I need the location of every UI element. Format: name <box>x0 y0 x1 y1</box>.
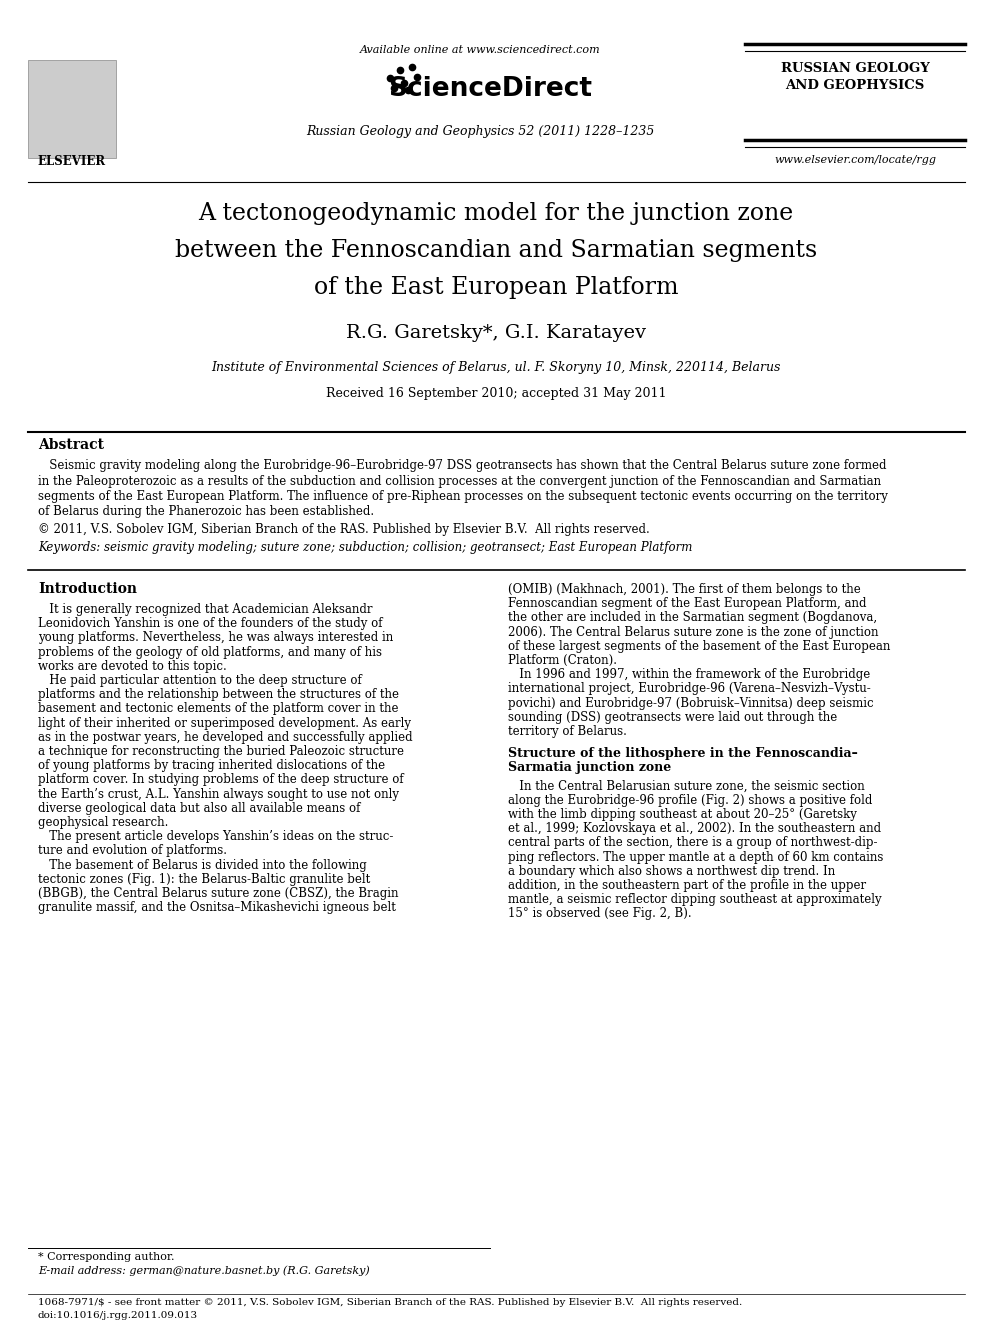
Text: RUSSIAN GEOLOGY: RUSSIAN GEOLOGY <box>781 62 930 75</box>
Text: tectonic zones (Fig. 1): the Belarus-Baltic granulite belt: tectonic zones (Fig. 1): the Belarus-Bal… <box>38 873 370 886</box>
Text: Available online at www.sciencedirect.com: Available online at www.sciencedirect.co… <box>360 45 600 56</box>
Text: Institute of Environmental Sciences of Belarus, ul. F. Skoryny 10, Minsk, 220114: Institute of Environmental Sciences of B… <box>211 361 781 374</box>
Text: basement and tectonic elements of the platform cover in the: basement and tectonic elements of the pl… <box>38 703 399 716</box>
Text: Russian Geology and Geophysics 52 (2011) 1228–1235: Russian Geology and Geophysics 52 (2011)… <box>306 124 654 138</box>
Text: of Belarus during the Phanerozoic has been established.: of Belarus during the Phanerozoic has be… <box>38 505 374 519</box>
Text: segments of the East European Platform. The influence of pre-Riphean processes o: segments of the East European Platform. … <box>38 490 888 503</box>
Text: 1068-7971/$ - see front matter © 2011, V.S. Sobolev IGM, Siberian Branch of the : 1068-7971/$ - see front matter © 2011, V… <box>38 1298 742 1307</box>
Text: mantle, a seismic reflector dipping southeast at approximately: mantle, a seismic reflector dipping sout… <box>508 893 882 906</box>
Text: the Earth’s crust, A.L. Yanshin always sought to use not only: the Earth’s crust, A.L. Yanshin always s… <box>38 787 399 800</box>
Text: He paid particular attention to the deep structure of: He paid particular attention to the deep… <box>38 673 362 687</box>
Text: Keywords: seismic gravity modeling; suture zone; subduction; collision; geotrans: Keywords: seismic gravity modeling; sutu… <box>38 541 692 554</box>
Text: in the Paleoproterozoic as a results of the subduction and collision processes a: in the Paleoproterozoic as a results of … <box>38 475 881 487</box>
Text: international project, Eurobridge-96 (Varena–Nesvizh–Vystu-: international project, Eurobridge-96 (Va… <box>508 683 871 696</box>
Text: 2006). The Central Belarus suture zone is the zone of junction: 2006). The Central Belarus suture zone i… <box>508 626 879 639</box>
Text: as in the postwar years, he developed and successfully applied: as in the postwar years, he developed an… <box>38 730 413 744</box>
Text: diverse geological data but also all available means of: diverse geological data but also all ava… <box>38 802 360 815</box>
Text: ture and evolution of platforms.: ture and evolution of platforms. <box>38 844 227 857</box>
Text: Received 16 September 2010; accepted 31 May 2011: Received 16 September 2010; accepted 31 … <box>325 388 667 400</box>
Text: the other are included in the Sarmatian segment (Bogdanova,: the other are included in the Sarmatian … <box>508 611 877 624</box>
Text: In 1996 and 1997, within the framework of the Eurobridge: In 1996 and 1997, within the framework o… <box>508 668 870 681</box>
Text: A tectonogeodynamic model for the junction zone: A tectonogeodynamic model for the juncti… <box>198 202 794 225</box>
Text: E-mail address: german@nature.basnet.by (R.G. Garetsky): E-mail address: german@nature.basnet.by … <box>38 1265 370 1275</box>
Text: AND GEOPHYSICS: AND GEOPHYSICS <box>786 79 925 93</box>
Text: Seismic gravity modeling along the Eurobridge-96–Eurobridge-97 DSS geotransects : Seismic gravity modeling along the Eurob… <box>38 459 887 472</box>
Text: addition, in the southeastern part of the profile in the upper: addition, in the southeastern part of th… <box>508 878 866 892</box>
Text: works are devoted to this topic.: works are devoted to this topic. <box>38 660 227 673</box>
Text: Sarmatia junction zone: Sarmatia junction zone <box>508 762 672 774</box>
Text: ScienceDirect: ScienceDirect <box>388 75 592 102</box>
Text: light of their inherited or superimposed development. As early: light of their inherited or superimposed… <box>38 717 411 729</box>
Text: geophysical research.: geophysical research. <box>38 816 169 830</box>
Text: * Corresponding author.: * Corresponding author. <box>38 1252 175 1262</box>
Text: a boundary which also shows a northwest dip trend. In: a boundary which also shows a northwest … <box>508 865 835 877</box>
Text: platform cover. In studying problems of the deep structure of: platform cover. In studying problems of … <box>38 774 404 786</box>
Text: Platform (Craton).: Platform (Craton). <box>508 654 617 667</box>
Text: Structure of the lithosphere in the Fennoscandia–: Structure of the lithosphere in the Fenn… <box>508 747 858 761</box>
Text: R.G. Garetsky*, G.I. Karatayev: R.G. Garetsky*, G.I. Karatayev <box>346 324 646 343</box>
Text: (OMIB) (Makhnach, 2001). The first of them belongs to the: (OMIB) (Makhnach, 2001). The first of th… <box>508 583 861 595</box>
Text: Fennoscandian segment of the East European Platform, and: Fennoscandian segment of the East Europe… <box>508 597 866 610</box>
Text: (BBGB), the Central Belarus suture zone (CBSZ), the Bragin: (BBGB), the Central Belarus suture zone … <box>38 886 399 900</box>
Text: between the Fennoscandian and Sarmatian segments: between the Fennoscandian and Sarmatian … <box>175 239 817 262</box>
Text: with the limb dipping southeast at about 20–25° (Garetsky: with the limb dipping southeast at about… <box>508 808 857 822</box>
Text: Leonidovich Yanshin is one of the founders of the study of: Leonidovich Yanshin is one of the founde… <box>38 618 383 630</box>
Text: The present article develops Yanshin’s ideas on the struc-: The present article develops Yanshin’s i… <box>38 831 394 843</box>
Bar <box>28 60 116 157</box>
Text: et al., 1999; Kozlovskaya et al., 2002). In the southeastern and: et al., 1999; Kozlovskaya et al., 2002).… <box>508 822 881 835</box>
Text: platforms and the relationship between the structures of the: platforms and the relationship between t… <box>38 688 399 701</box>
Text: The basement of Belarus is divided into the following: The basement of Belarus is divided into … <box>38 859 367 872</box>
Text: Introduction: Introduction <box>38 582 137 595</box>
Text: of these largest segments of the basement of the East European: of these largest segments of the basemen… <box>508 640 891 652</box>
Text: young platforms. Nevertheless, he was always interested in: young platforms. Nevertheless, he was al… <box>38 631 393 644</box>
Text: granulite massif, and the Osnitsa–Mikashevichi igneous belt: granulite massif, and the Osnitsa–Mikash… <box>38 901 396 914</box>
Text: doi:10.1016/j.rgg.2011.09.013: doi:10.1016/j.rgg.2011.09.013 <box>38 1311 198 1320</box>
Text: problems of the geology of old platforms, and many of his: problems of the geology of old platforms… <box>38 646 382 659</box>
Text: of young platforms by tracing inherited dislocations of the: of young platforms by tracing inherited … <box>38 759 385 773</box>
Text: a technique for reconstructing the buried Paleozoic structure: a technique for reconstructing the burie… <box>38 745 404 758</box>
Text: © 2011, V.S. Sobolev IGM, Siberian Branch of the RAS. Published by Elsevier B.V.: © 2011, V.S. Sobolev IGM, Siberian Branc… <box>38 523 650 536</box>
Text: www.elsevier.com/locate/rgg: www.elsevier.com/locate/rgg <box>774 155 936 165</box>
Text: Abstract: Abstract <box>38 438 104 452</box>
Text: ELSEVIER: ELSEVIER <box>38 155 106 168</box>
Text: ping reflectors. The upper mantle at a depth of 60 km contains: ping reflectors. The upper mantle at a d… <box>508 851 883 864</box>
Text: along the Eurobridge-96 profile (Fig. 2) shows a positive fold: along the Eurobridge-96 profile (Fig. 2)… <box>508 794 872 807</box>
Text: In the Central Belarusian suture zone, the seismic section: In the Central Belarusian suture zone, t… <box>508 779 865 792</box>
Text: sounding (DSS) geotransects were laid out through the: sounding (DSS) geotransects were laid ou… <box>508 710 837 724</box>
Text: central parts of the section, there is a group of northwest-dip-: central parts of the section, there is a… <box>508 836 878 849</box>
Text: It is generally recognized that Academician Aleksandr: It is generally recognized that Academic… <box>38 603 373 617</box>
Text: territory of Belarus.: territory of Belarus. <box>508 725 627 738</box>
Text: 15° is observed (see Fig. 2, B).: 15° is observed (see Fig. 2, B). <box>508 908 691 921</box>
Text: of the East European Platform: of the East European Platform <box>313 277 679 299</box>
Text: povichi) and Eurobridge-97 (Bobruisk–Vinnitsa) deep seismic: povichi) and Eurobridge-97 (Bobruisk–Vin… <box>508 697 874 709</box>
